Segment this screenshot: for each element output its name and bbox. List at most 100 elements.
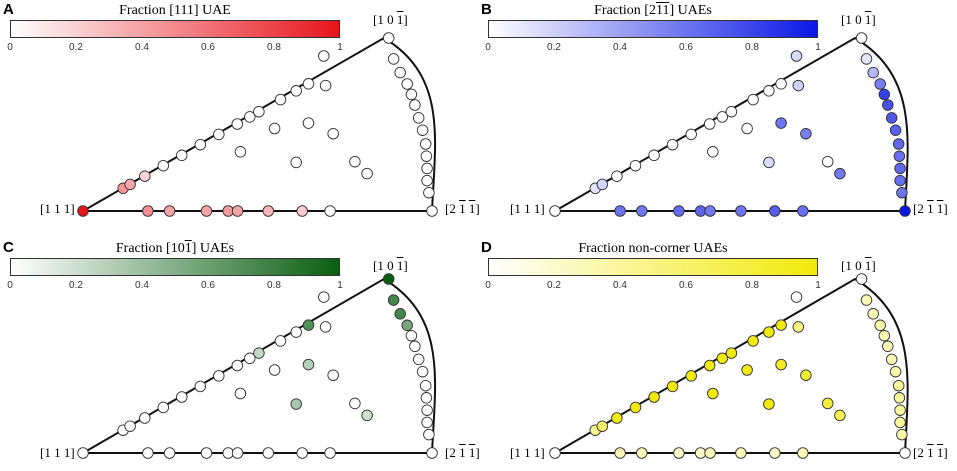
colorbar-tick: 0.4 [613, 280, 627, 291]
data-point [860, 294, 873, 306]
data-point [894, 404, 906, 416]
data-point [763, 85, 775, 97]
colorbar-tick: 1 [815, 42, 821, 53]
data-point [77, 205, 89, 217]
data-point [231, 359, 244, 372]
data-point [194, 380, 207, 393]
colorbar-tick: 0.2 [547, 280, 561, 291]
data-point [157, 401, 170, 414]
data-point [899, 447, 911, 459]
data-point [716, 111, 729, 123]
data-point [139, 170, 151, 182]
data-point [894, 162, 906, 175]
data-point [163, 205, 176, 217]
data-point [703, 118, 716, 130]
corner-label-111: [1 1 1] [40, 201, 75, 216]
triangle-plot [549, 273, 911, 459]
data-point [763, 326, 775, 338]
data-point [741, 122, 753, 135]
data-point [894, 416, 906, 429]
corner-label-111: [1 1 1] [40, 445, 75, 460]
data-point [790, 291, 803, 303]
data-point [775, 78, 787, 90]
data-point [77, 447, 89, 459]
data-point [614, 205, 626, 217]
colorbar-tick: 1 [337, 42, 343, 53]
data-point [290, 85, 302, 97]
colorbar-tick: 0.2 [547, 42, 561, 53]
data-point [394, 66, 406, 79]
colorbar-tick: 0.6 [201, 280, 215, 291]
data-point [318, 291, 330, 303]
data-point [666, 138, 679, 151]
colorbar-title-overline: 1 [184, 241, 192, 256]
colorbar-title-prefix: Fraction [10 [115, 241, 185, 256]
data-point [763, 156, 775, 169]
corner-label-111: [1 1 1] [510, 201, 545, 216]
data-point [213, 128, 225, 141]
colorbar-title: Fraction [211] UAEs [488, 3, 818, 19]
data-point [244, 111, 256, 123]
data-point [324, 205, 336, 217]
data-point [426, 447, 438, 459]
data-point [302, 117, 315, 129]
data-point [253, 347, 265, 359]
data-point [421, 174, 433, 187]
data-point [416, 124, 429, 136]
data-point [704, 447, 716, 459]
data-point [885, 353, 898, 366]
data-point [419, 379, 432, 392]
data-point [268, 122, 281, 135]
colorbar-tick: 0.2 [69, 280, 83, 291]
data-point [673, 205, 685, 217]
colorbar-title-prefix: Fraction [2 [594, 3, 656, 18]
panel-label: A [3, 1, 14, 18]
data-point [176, 391, 188, 403]
corner-label-111: [1 1 1] [510, 445, 545, 460]
data-point [244, 352, 256, 365]
data-point [194, 138, 207, 151]
data-point [878, 329, 891, 342]
data-point [648, 149, 660, 162]
data-point [290, 156, 302, 169]
data-point [673, 447, 685, 459]
colorbar-title-suffix: ] UAEs [669, 3, 712, 18]
triangle-plot [77, 273, 438, 459]
colorbar-tick: 0.8 [267, 42, 281, 53]
data-point [867, 308, 879, 320]
data-point [124, 420, 136, 432]
panel-a: A Fraction [111] UAE 0 0.2 0.4 0.6 0.8 1… [0, 0, 480, 233]
data-point [420, 150, 433, 162]
data-point [426, 205, 438, 217]
data-point [405, 88, 418, 101]
colorbar-tick: 1 [337, 280, 343, 291]
triangle-outline [79, 277, 437, 454]
data-point [200, 205, 213, 217]
data-point [596, 420, 609, 432]
data-point [666, 380, 679, 393]
colorbar-tick: 0 [7, 42, 13, 53]
data-point [361, 409, 373, 422]
data-point [860, 53, 873, 65]
data-point [889, 124, 902, 136]
data-point [361, 167, 373, 180]
data-point [725, 105, 738, 118]
data-point [409, 99, 421, 111]
data-point [878, 88, 891, 101]
data-point [725, 347, 738, 359]
data-point [694, 205, 707, 217]
data-point [707, 146, 719, 158]
data-point [231, 447, 244, 459]
corner-label-101: [1 0 1] [373, 12, 408, 27]
data-point [611, 412, 623, 424]
data-point [792, 321, 805, 333]
colorbar [10, 258, 340, 276]
data-point [382, 273, 395, 285]
triangle-plot [77, 32, 438, 217]
data-point [611, 170, 623, 182]
data-point [855, 273, 868, 285]
colorbar-tick: 0 [7, 280, 13, 291]
colorbar-tick: 0.8 [745, 42, 759, 53]
data-point [716, 352, 729, 365]
data-point [200, 447, 213, 459]
